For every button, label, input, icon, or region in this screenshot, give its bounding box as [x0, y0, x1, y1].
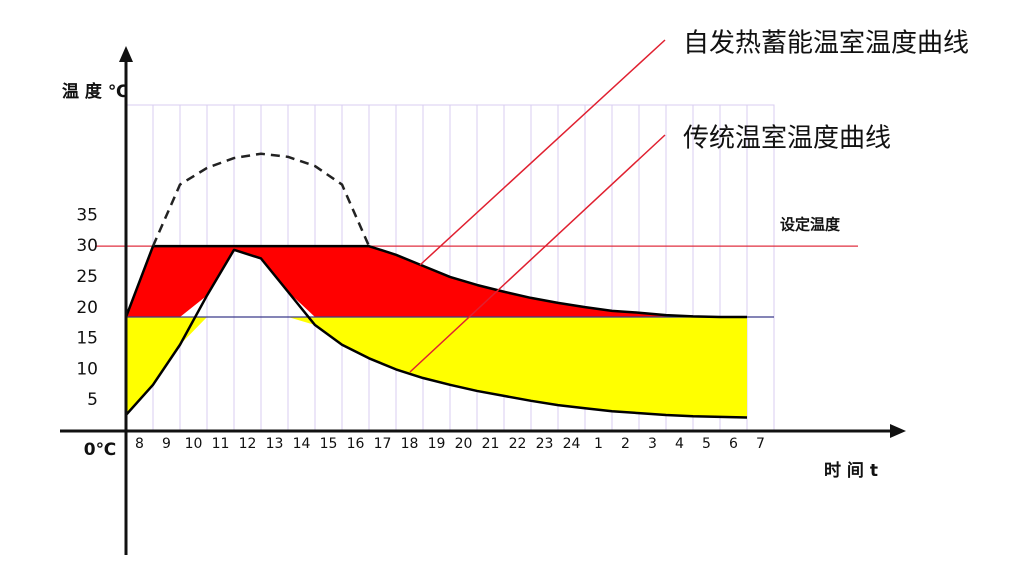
series-line: [125, 248, 748, 419]
x-tick-label: 17: [374, 436, 392, 452]
x-tick-label: 15: [320, 436, 338, 452]
x-tick-label: 23: [536, 436, 554, 452]
y-arrow: [119, 46, 133, 62]
x-tick-label: 14: [293, 436, 311, 452]
callout-line: [419, 39, 666, 266]
fill-area: [126, 317, 747, 418]
y-tick-label: 35: [76, 205, 98, 225]
y-tick-label: 10: [76, 359, 98, 379]
x-tick-label: 6: [729, 436, 738, 452]
y-tick-label: 25: [76, 267, 98, 287]
x-tick-label: 19: [428, 436, 446, 452]
x-tick-label: 8: [135, 436, 144, 452]
x-tick-label: 9: [162, 436, 171, 452]
x-tick-label: 12: [239, 436, 257, 452]
reference-label: 设定温度: [780, 216, 841, 234]
fill-area: [126, 246, 747, 318]
y-tick-label: 15: [76, 329, 98, 349]
x-tick-label: 20: [455, 436, 473, 452]
y-tick-label: 30: [76, 236, 98, 256]
series-line: [151, 152, 371, 247]
x-tick-label: 1: [594, 436, 603, 452]
callout-label: 传统温室温度曲线: [683, 124, 891, 154]
x-tick-label: 22: [509, 436, 527, 452]
y-axis-label: 温 度 ℃: [62, 81, 128, 102]
x-tick-label: 24: [563, 436, 581, 452]
x-tick-label: 21: [482, 436, 500, 452]
x-tick-label: 16: [347, 436, 365, 452]
fills: [126, 246, 747, 418]
x-tick-label: 3: [648, 436, 657, 452]
marks: [96, 152, 858, 419]
y-tick-label: 0℃: [84, 440, 116, 460]
x-arrow: [890, 424, 906, 438]
x-tick-label: 4: [675, 436, 684, 452]
x-tick-label: 7: [756, 436, 765, 452]
x-tick-label: 13: [266, 436, 284, 452]
x-tick-label: 10: [185, 436, 203, 452]
x-tick-label: 18: [401, 436, 419, 452]
grid: [125, 105, 775, 431]
callout-line: [409, 134, 666, 373]
x-tick-label: 2: [621, 436, 630, 452]
series-line: [124, 244, 747, 319]
callout-label: 自发热蓄能温室温度曲线: [683, 29, 969, 59]
x-tick-label: 5: [702, 436, 711, 452]
y-tick-label: 20: [76, 298, 98, 318]
y-tick-label: 5: [87, 390, 98, 410]
x-axis-label: 时 间 t: [824, 460, 878, 481]
x-tick-label: 11: [212, 436, 230, 452]
